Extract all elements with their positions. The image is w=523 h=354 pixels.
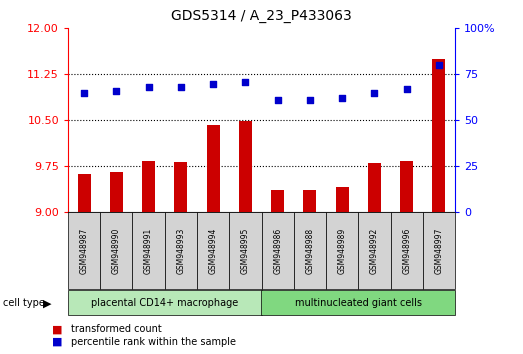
Text: GSM948993: GSM948993 — [176, 227, 185, 274]
Text: GSM948996: GSM948996 — [402, 227, 411, 274]
Bar — [271, 190, 284, 212]
Text: ■: ■ — [52, 337, 63, 347]
Bar — [368, 163, 381, 212]
Point — [241, 79, 249, 85]
Text: ■: ■ — [52, 324, 63, 334]
Text: GSM948989: GSM948989 — [338, 227, 347, 274]
Point — [274, 97, 282, 103]
Point — [80, 90, 88, 96]
Point — [403, 86, 411, 92]
Point — [338, 96, 346, 101]
Text: transformed count: transformed count — [71, 324, 162, 334]
Bar — [175, 162, 187, 212]
Point — [370, 90, 379, 96]
Text: GSM948992: GSM948992 — [370, 227, 379, 274]
Text: GSM948990: GSM948990 — [112, 227, 121, 274]
Point — [112, 88, 120, 94]
Text: multinucleated giant cells: multinucleated giant cells — [295, 298, 422, 308]
Text: percentile rank within the sample: percentile rank within the sample — [71, 337, 235, 347]
Bar — [400, 161, 413, 212]
Point — [305, 97, 314, 103]
Bar — [303, 190, 316, 212]
Bar — [110, 172, 123, 212]
Bar — [142, 161, 155, 212]
Text: GSM948988: GSM948988 — [305, 227, 314, 274]
Text: ▶: ▶ — [43, 299, 52, 309]
Text: GDS5314 / A_23_P433063: GDS5314 / A_23_P433063 — [171, 9, 352, 23]
Text: GSM948986: GSM948986 — [273, 227, 282, 274]
Text: placental CD14+ macrophage: placental CD14+ macrophage — [91, 298, 238, 308]
Text: GSM948997: GSM948997 — [435, 227, 444, 274]
Bar — [239, 121, 252, 212]
Point — [144, 84, 153, 90]
Point — [209, 81, 218, 86]
Point — [435, 62, 443, 68]
Point — [177, 84, 185, 90]
Text: GSM948994: GSM948994 — [209, 227, 218, 274]
Text: GSM948995: GSM948995 — [241, 227, 250, 274]
Bar — [336, 187, 348, 212]
Text: cell type: cell type — [3, 298, 44, 308]
Bar — [78, 174, 90, 212]
Text: GSM948987: GSM948987 — [79, 227, 88, 274]
Text: GSM948991: GSM948991 — [144, 227, 153, 274]
Bar — [433, 59, 445, 212]
Bar — [207, 125, 220, 212]
